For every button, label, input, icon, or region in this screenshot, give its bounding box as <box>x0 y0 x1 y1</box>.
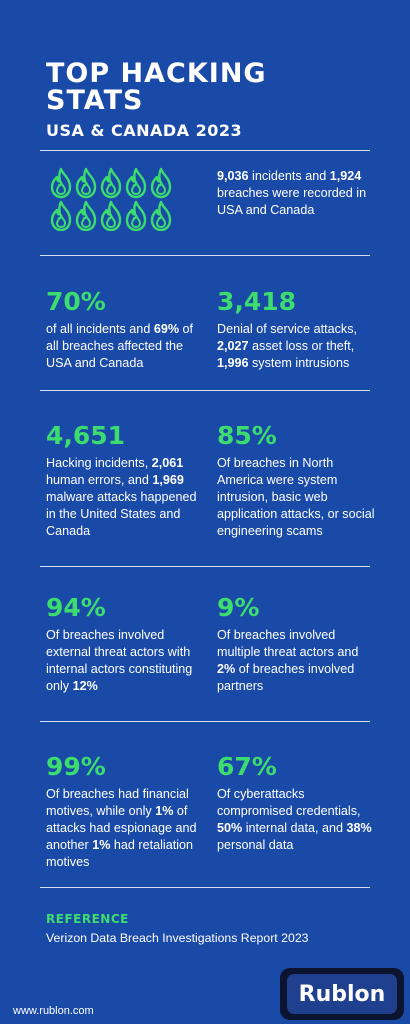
divider <box>40 150 370 151</box>
flame-icon <box>100 167 122 199</box>
stat-description: of all incidents and 69% of all breaches… <box>46 322 194 370</box>
stat-value: 70% <box>46 287 106 316</box>
flame-icon <box>125 167 147 199</box>
reference-text: Verizon Data Breach Investigations Repor… <box>46 931 309 945</box>
stat-description: Of breaches involved external threat act… <box>46 628 193 693</box>
stat-description: Of breaches had financial motives, while… <box>46 787 197 869</box>
stat-description: Denial of service attacks, 2,027 asset l… <box>217 322 357 370</box>
divider <box>40 255 370 256</box>
stat-description: Of cyberattacks compromised credentials,… <box>217 787 372 852</box>
divider <box>40 390 370 391</box>
intro-text: 9,036 incidents and 1,924 breaches were … <box>217 169 367 217</box>
flame-icon <box>75 200 97 231</box>
page-subtitle: USA & CANADA 2023 <box>46 121 243 140</box>
logo-text: Rublon <box>287 974 397 1014</box>
flame-icon <box>50 200 72 231</box>
page-title: TOP HACKING STATS <box>46 58 267 116</box>
divider <box>40 566 370 567</box>
flame-icon <box>50 167 72 199</box>
stat-value: 4,651 <box>46 421 126 450</box>
divider <box>40 721 370 722</box>
stat-value: 3,418 <box>217 287 297 316</box>
flame-icon <box>150 200 172 231</box>
stat-value: 99% <box>46 752 106 781</box>
rublon-logo: Rublon <box>280 968 404 1020</box>
website-link[interactable]: www.rublon.com <box>13 1005 94 1017</box>
divider <box>40 887 370 888</box>
flame-icon <box>125 200 147 231</box>
stat-value: 67% <box>217 752 277 781</box>
flame-icons <box>50 167 172 231</box>
stat-description: Of breaches in North America were system… <box>217 456 375 538</box>
flame-icon <box>75 167 97 199</box>
stat-description: Of breaches involved multiple threat act… <box>217 628 359 693</box>
flame-icon-grid <box>48 167 178 231</box>
flame-icon <box>150 167 172 199</box>
stat-description: Hacking incidents, 2,061 human errors, a… <box>46 456 197 538</box>
reference-label: REFERENCE <box>46 912 129 926</box>
flame-icon <box>100 200 122 231</box>
stat-value: 9% <box>217 593 260 622</box>
stat-value: 94% <box>46 593 106 622</box>
stat-value: 85% <box>217 421 277 450</box>
